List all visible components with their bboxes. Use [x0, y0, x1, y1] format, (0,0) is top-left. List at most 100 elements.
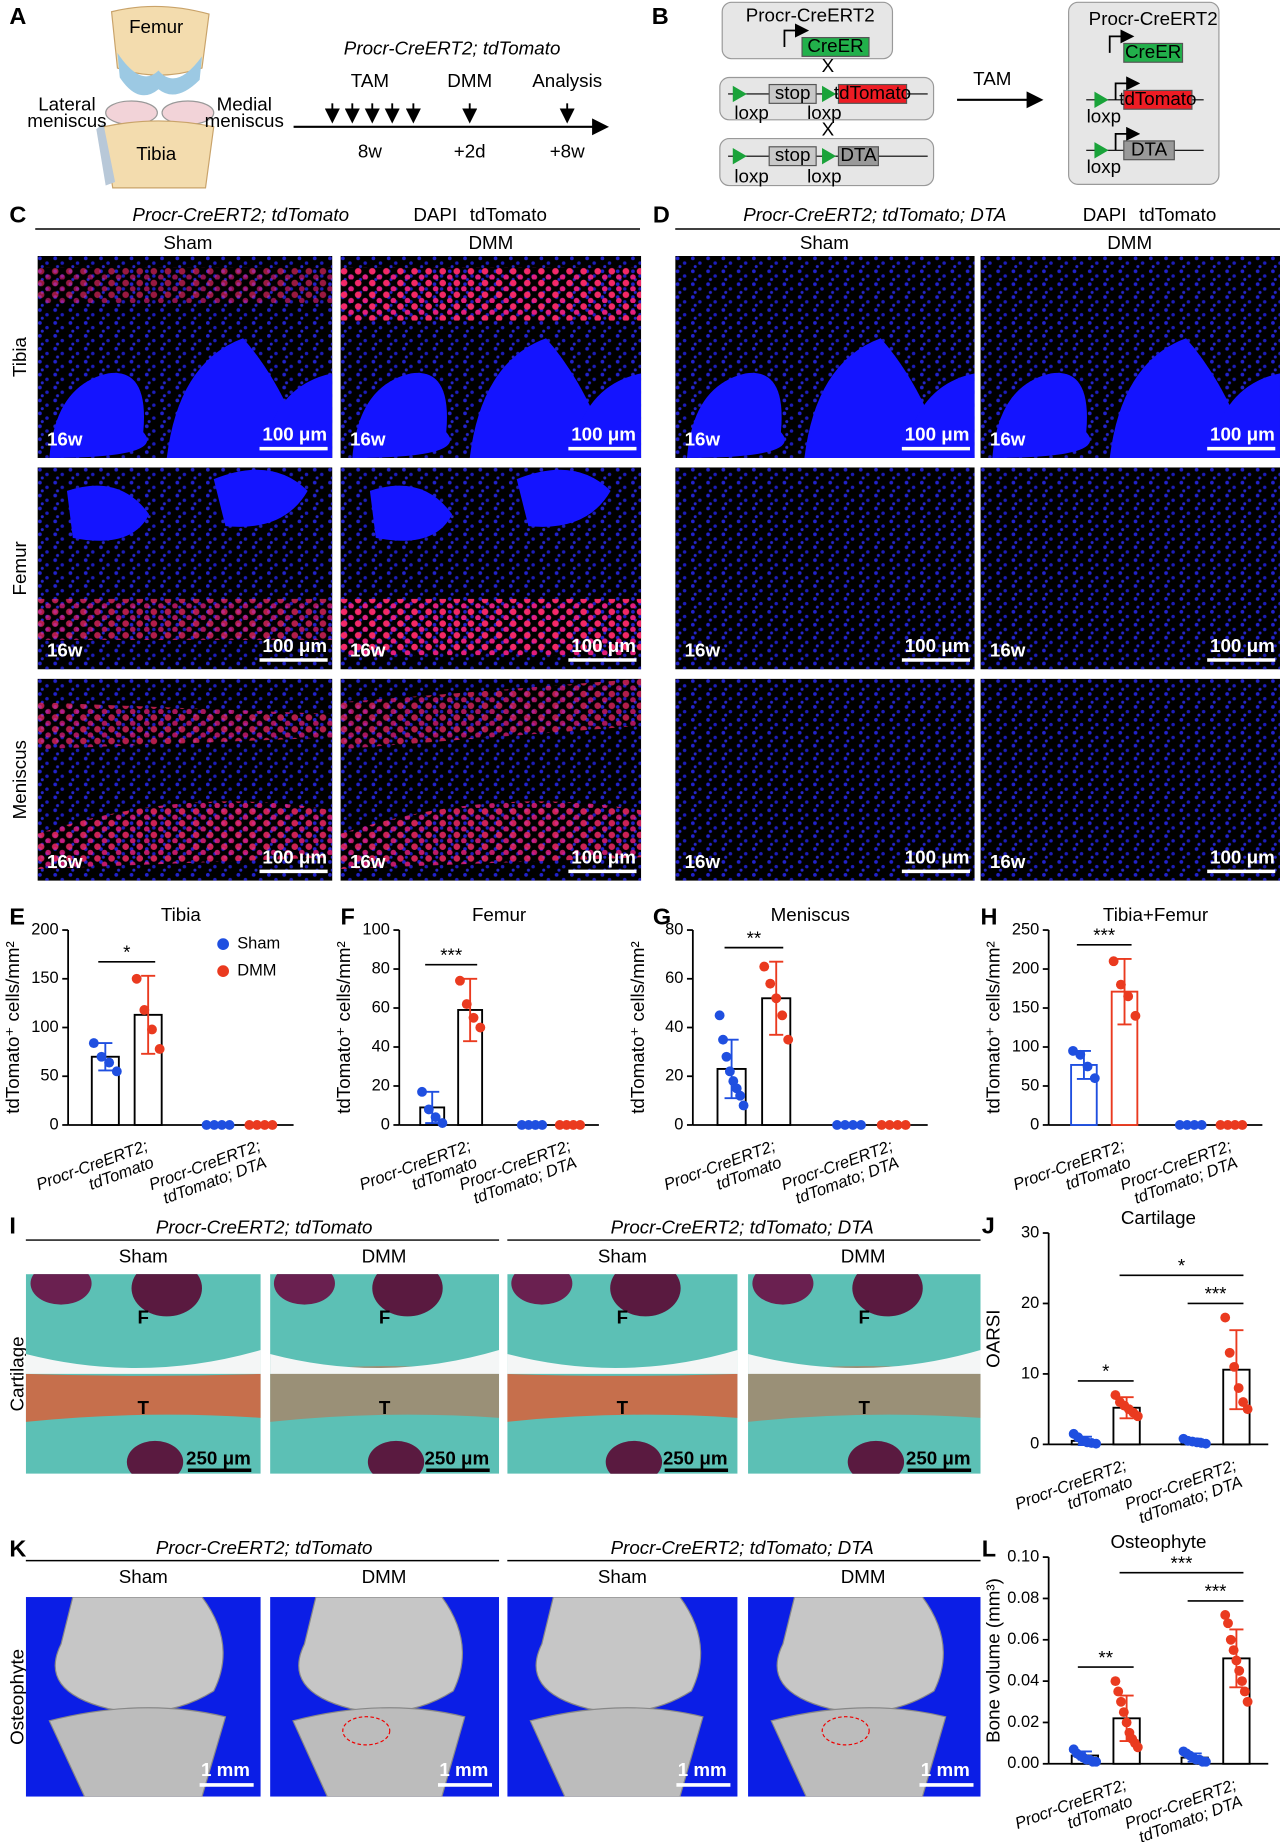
y-axis-label: tdTomato⁺ cells/mm²: [627, 941, 648, 1114]
age-label: 16w: [350, 640, 386, 661]
reporter: [340, 267, 642, 321]
data-point: [1222, 1120, 1233, 1130]
promoter: [1108, 29, 1135, 53]
nuclei: [980, 467, 1280, 670]
scale-label: 1 mm: [201, 1759, 250, 1780]
safranin: [748, 1365, 981, 1422]
gene: [837, 146, 879, 167]
y-tick-label: 100: [1012, 1037, 1039, 1055]
genotype: Procr-CreERT2; tdTomato: [156, 1537, 373, 1558]
loxp-site: [822, 147, 837, 165]
genotype: Procr-CreERT2; tdTomato; DTA: [611, 1537, 874, 1558]
gene: [837, 83, 908, 104]
legend-marker: [217, 938, 229, 951]
scale-label: 100 μm: [262, 846, 327, 867]
data-point: [154, 1044, 165, 1054]
bone-marrow: [369, 485, 453, 541]
time: 8w: [358, 141, 382, 162]
safranin: [507, 1373, 738, 1422]
region-mark: T: [379, 1397, 391, 1418]
marrow: [610, 1274, 681, 1317]
data-point: [267, 1120, 278, 1130]
y-tick-label: 80: [372, 959, 390, 977]
data-point: [876, 1120, 887, 1130]
osteophyte-mark: [821, 1716, 870, 1746]
data-point: [530, 1120, 541, 1130]
data-point: [759, 961, 770, 972]
microct-image: 1 mm: [507, 1597, 738, 1797]
y-tick-label: 0: [381, 1115, 390, 1133]
stain: tdTomato: [1139, 204, 1216, 225]
data-point: [1189, 1120, 1200, 1130]
significance-label: ***: [440, 944, 463, 965]
label: Femur: [129, 16, 183, 37]
bone-marrow: [904, 373, 975, 458]
region-mark: F: [138, 1307, 149, 1328]
promoter: [1114, 76, 1141, 100]
marrow: [126, 1440, 184, 1474]
histology-image: F T 250 μm: [25, 1274, 261, 1474]
reporter: [340, 801, 642, 869]
stain: tdTomato: [470, 204, 547, 225]
y-tick-label: 200: [1012, 959, 1039, 977]
tissue-label: Femur: [9, 541, 30, 595]
genotype: Procr-CreERT2; tdTomato: [344, 37, 561, 58]
event: Analysis: [532, 70, 602, 91]
data-point: [900, 1120, 911, 1130]
gene: [1123, 89, 1193, 110]
data-point: [777, 1010, 788, 1021]
panel-letter: B: [652, 3, 669, 29]
marrow: [367, 1440, 425, 1474]
label: X: [822, 55, 835, 76]
marrow: [605, 1440, 663, 1474]
scale-label: 100 μm: [571, 635, 636, 656]
significance-label: **: [1098, 1647, 1113, 1668]
age-label: 16w: [990, 640, 1026, 661]
chart-title: Cartilage: [1121, 1207, 1196, 1228]
gene: [768, 146, 817, 167]
label: meniscus: [27, 110, 106, 131]
legend-label: DMM: [237, 961, 276, 979]
bone-marrow: [570, 373, 642, 458]
y-tick-label: 0.02: [1007, 1713, 1039, 1731]
data-point: [1130, 1010, 1141, 1021]
y-tick-label: 100: [362, 920, 389, 938]
gene: [1123, 140, 1175, 161]
panel-letter: C: [9, 201, 26, 227]
data-point: [96, 1051, 107, 1062]
region-mark: F: [617, 1307, 628, 1328]
y-axis-label: tdTomato⁺ cells/mm²: [2, 941, 23, 1114]
data-point: [216, 1120, 227, 1130]
femur-3d: [298, 1597, 463, 1713]
panel-letter: H: [981, 904, 998, 930]
genotype: Procr-CreERT2; tdTomato: [132, 204, 349, 225]
data-point: [131, 973, 142, 984]
tibia-3d: [529, 1707, 704, 1797]
data-point: [537, 1120, 548, 1130]
y-tick-label: 0.10: [1007, 1547, 1039, 1565]
data-point: [728, 1076, 739, 1087]
bone-marrow: [686, 372, 785, 458]
label: loxp: [1087, 156, 1121, 177]
ligament: [96, 123, 116, 186]
data-point: [568, 1120, 579, 1130]
joint-space: [507, 1349, 738, 1374]
micrograph: 16w 100 μm: [37, 467, 333, 670]
bar: [133, 1013, 163, 1126]
joint-space: [748, 1349, 981, 1374]
data-point: [1113, 1686, 1124, 1697]
micrograph: 16w 100 μm: [675, 467, 975, 670]
y-tick-label: 20: [1021, 1294, 1039, 1312]
condition: DMM: [841, 1246, 886, 1267]
data-point: [1089, 1073, 1100, 1084]
gene-label: DTA: [1131, 138, 1168, 159]
data-point: [417, 1086, 427, 1097]
loxp-site: [1094, 91, 1109, 109]
loxp-site: [822, 85, 837, 103]
loxp-site: [732, 147, 747, 165]
label: loxp: [807, 165, 841, 186]
safranin: [270, 1365, 500, 1422]
bone-marrow: [261, 373, 333, 458]
bone-marrow: [804, 338, 946, 458]
